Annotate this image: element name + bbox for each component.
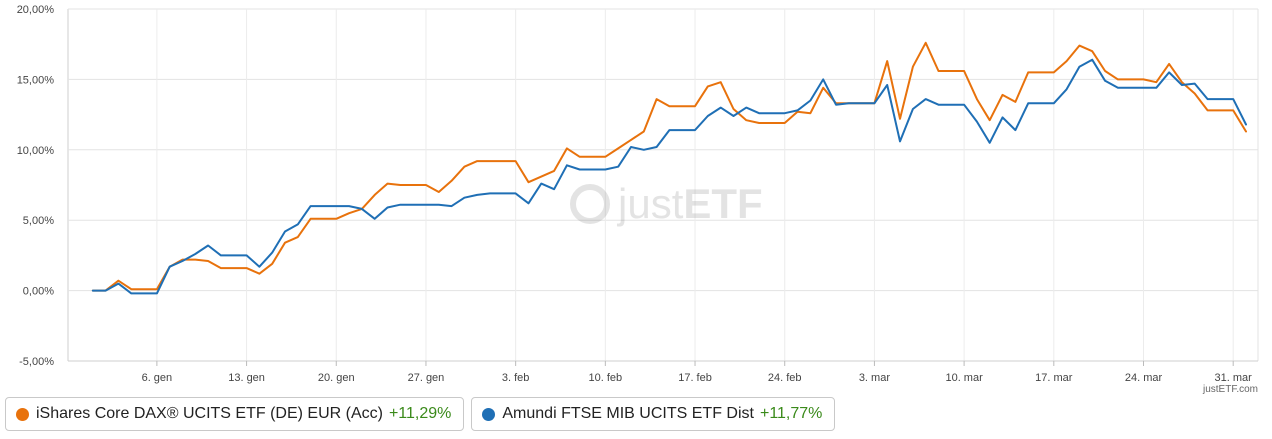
orange-dot-icon — [16, 407, 29, 421]
watermark-text-etf: ETF — [683, 180, 763, 227]
x-tick-label: 27. gen — [408, 372, 445, 384]
y-axis-ticks: 20,00% 15,00% 10,00% 5,00% 0,00% -5,00% — [17, 4, 55, 368]
x-tick-label: 24. feb — [768, 372, 802, 384]
x-tick-label: 3. mar — [859, 372, 891, 384]
x-tick-label: 13. gen — [228, 372, 265, 384]
blue-dot-icon — [482, 407, 496, 421]
y-tick-label: 0,00% — [23, 286, 54, 298]
grid-lines — [67, 8, 1259, 362]
legend-item-amundi-mib[interactable]: Amundi FTSE MIB UCITS ETF Dist +11,77% — [471, 397, 836, 431]
series-line-1 — [91, 58, 1247, 295]
watermark-text-just: just — [618, 180, 684, 227]
justetf-logo-icon — [570, 184, 610, 224]
legend-performance: +11,77% — [759, 405, 823, 422]
y-tick-label: 15,00% — [17, 74, 55, 86]
x-tick-label: 31. mar — [1215, 372, 1253, 384]
x-tick-label: 24. mar — [1125, 372, 1163, 384]
x-tick-label: 6. gen — [142, 372, 173, 384]
legend-label: Amundi FTSE MIB UCITS ETF Dist — [502, 405, 754, 422]
y-tick-label: 10,00% — [17, 145, 55, 157]
x-tick-label: 3. feb — [502, 372, 530, 384]
chart-legend: iShares Core DAX® UCITS ETF (DE) EUR (Ac… — [5, 397, 836, 431]
y-tick-label: -5,00% — [19, 356, 54, 368]
x-axis-ticks: 6. gen 13. gen 20. gen 27. gen 3. feb 10. feb… — [142, 361, 1253, 384]
legend-performance: +11,29% — [388, 405, 452, 422]
watermark: just ETF — [570, 180, 763, 228]
x-tick-label: 17. mar — [1035, 372, 1073, 384]
x-tick-label: 10. mar — [945, 372, 983, 384]
x-tick-label: 17. feb — [678, 372, 712, 384]
chart-credit: justETF.com — [1202, 384, 1258, 395]
y-tick-label: 5,00% — [23, 215, 54, 227]
line-chart: 20,00% 15,00% 10,00% 5,00% 0,00% -5,00% 6. ge… — [17, 4, 1259, 384]
series-line-0 — [91, 41, 1247, 292]
legend-label: iShares Core DAX® UCITS ETF (DE) EUR (Ac… — [36, 405, 383, 422]
legend-item-ishares-dax[interactable]: iShares Core DAX® UCITS ETF (DE) EUR (Ac… — [5, 397, 465, 431]
y-tick-label: 20,00% — [17, 4, 55, 16]
x-tick-label: 10. feb — [589, 372, 623, 384]
x-tick-label: 20. gen — [318, 372, 355, 384]
series-lines — [91, 41, 1247, 295]
